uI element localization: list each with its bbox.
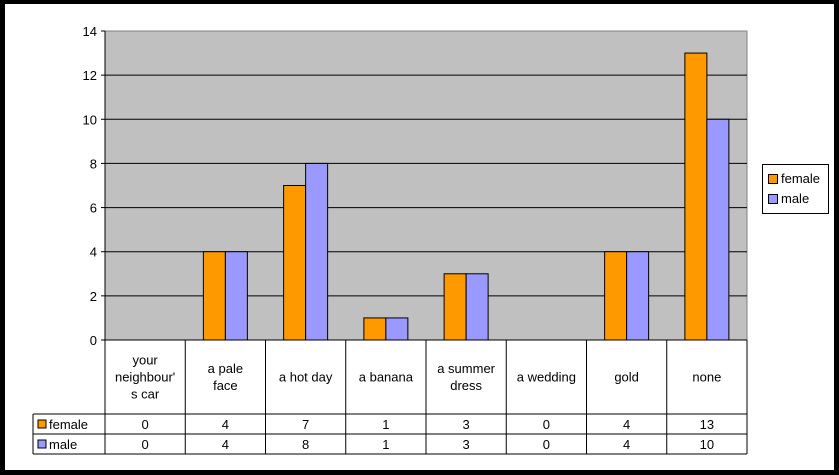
y-tick-label: 14 — [83, 24, 97, 39]
table-row-label: female — [49, 417, 88, 432]
y-tick-label: 8 — [90, 156, 97, 171]
legend-label-female: female — [781, 171, 821, 186]
table-cell-male: 4 — [623, 437, 630, 452]
table-cell-male: 0 — [543, 437, 550, 452]
table-key-male — [37, 439, 47, 449]
table-cell-male: 10 — [700, 437, 714, 452]
table-cell-female: 1 — [382, 417, 389, 432]
bar-female — [283, 185, 307, 341]
category-label: a wedding — [517, 370, 576, 385]
y-tick-label: 12 — [83, 68, 97, 83]
category-label: your neighbour' s car — [115, 353, 175, 402]
category-label: a pale face — [208, 361, 243, 393]
bar-male — [305, 162, 329, 341]
table-cell-male: 3 — [463, 437, 470, 452]
legend: female male — [762, 164, 829, 214]
data-table: your neighbour' s car a pale face a hot day a … — [32, 339, 748, 455]
category-label: a banana — [359, 370, 414, 385]
bar-female — [363, 317, 387, 341]
bar-female — [684, 52, 708, 341]
category-label: gold — [614, 370, 639, 385]
y-tick-label: 0 — [90, 333, 97, 348]
table-cell-female: 13 — [700, 417, 714, 432]
legend-swatch-male — [768, 193, 778, 204]
bar-female — [443, 273, 467, 341]
plot-area — [104, 30, 748, 341]
table-cell-female: 3 — [463, 417, 470, 432]
category-label: none — [692, 370, 721, 385]
table-cell-female: 7 — [302, 417, 309, 432]
table-cell-female: 4 — [623, 417, 630, 432]
table-row-label: male — [49, 437, 77, 452]
category-label: a summer dress — [437, 361, 495, 393]
bar-female — [604, 251, 628, 341]
y-tick-label: 4 — [90, 245, 97, 260]
chart-frame: 0 2 4 6 8 10 12 14 your neighbour' s car a pale fac… — [5, 4, 834, 470]
y-tick-label: 6 — [90, 201, 97, 216]
y-tick-label: 10 — [83, 112, 97, 127]
table-cell-female: 0 — [142, 417, 149, 432]
table-cell-male: 0 — [142, 437, 149, 452]
legend-item-female: female — [768, 170, 820, 188]
category-label: a hot day — [279, 370, 333, 385]
bar-male — [465, 273, 489, 341]
y-axis: 0 2 4 6 8 10 12 14 — [83, 24, 106, 348]
table-cell-female: 4 — [222, 417, 229, 432]
table-cell-male: 8 — [302, 437, 309, 452]
y-tick-label: 2 — [90, 289, 97, 304]
table-cell-female: 0 — [543, 417, 550, 432]
legend-label-male: male — [781, 191, 810, 206]
legend-swatch-female — [768, 173, 778, 184]
bar-male — [706, 118, 730, 341]
bar-male — [224, 251, 248, 341]
bar-female — [202, 251, 226, 341]
legend-item-male: male — [768, 190, 809, 208]
table-cell-male: 1 — [382, 437, 389, 452]
bar-male — [626, 251, 650, 341]
bar-male — [385, 317, 409, 341]
table-key-female — [37, 419, 47, 429]
table-cell-male: 4 — [222, 437, 229, 452]
